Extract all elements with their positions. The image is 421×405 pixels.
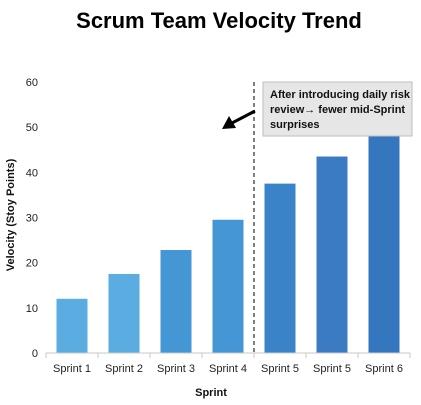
y-tick-label: 30 <box>26 213 38 225</box>
y-tick-label: 50 <box>26 122 38 134</box>
x-tick-label: Sprint 4 <box>209 363 247 375</box>
x-axis: Sprint 1 Sprint 2 Sprint 3 Sprint 4 Sprint 5… <box>53 363 403 375</box>
annotation-line-3: surprises <box>270 119 320 131</box>
bar <box>56 298 88 353</box>
x-axis-label: Sprint <box>195 387 227 399</box>
annotation-arrow <box>222 109 256 129</box>
x-tick-label: Sprint 6 <box>365 363 403 375</box>
y-tick-label: 0 <box>32 348 38 360</box>
y-axis-label: Velocity (Stoy Points) <box>5 158 17 271</box>
chart-title: Scrum Team Velocity Trend <box>76 8 362 33</box>
bar <box>264 183 296 353</box>
x-tick-label: Sprint 3 <box>157 363 195 375</box>
x-tick-label: Sprint 5 <box>261 363 299 375</box>
bar <box>160 250 192 353</box>
bar <box>368 130 400 353</box>
x-tick-label: Sprint 5 <box>313 363 351 375</box>
bars <box>56 130 400 353</box>
annotation-line-2: review→ fewer mid-Sprint <box>270 104 405 116</box>
annotation-line-1: After introducing daily risk <box>270 89 411 101</box>
y-axis: 0 10 20 30 40 50 60 <box>26 77 38 360</box>
annotation-box: After introducing daily risk review→ few… <box>262 81 413 137</box>
x-tick-label: Sprint 1 <box>53 363 91 375</box>
x-tick-marks <box>45 353 411 358</box>
x-tick-label: Sprint 2 <box>105 363 143 375</box>
bar <box>212 219 244 353</box>
bar <box>316 156 348 353</box>
y-tick-label: 40 <box>26 167 38 179</box>
bar <box>108 273 140 353</box>
y-tick-label: 60 <box>26 77 38 89</box>
y-tick-label: 20 <box>26 258 38 270</box>
y-tick-label: 10 <box>26 303 38 315</box>
